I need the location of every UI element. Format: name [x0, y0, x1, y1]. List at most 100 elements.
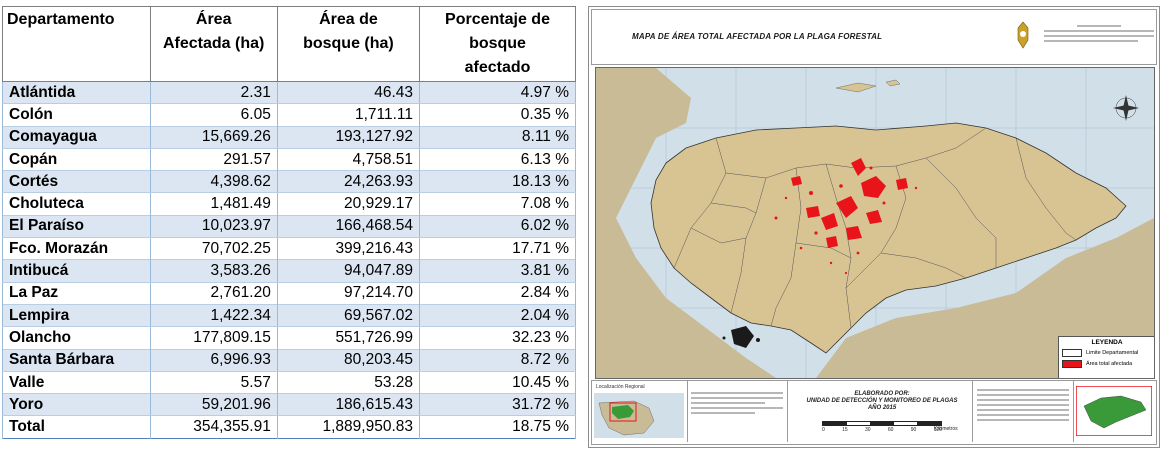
elaborado-line1: ELABORADO POR: [854, 391, 910, 397]
cell-area-bosque: 94,047.89 [276, 259, 421, 283]
table-header-row: Departamento Área Afectada (ha) Área de … [2, 6, 576, 82]
table-row: Lempira 1,422.34 69,567.02 2.04 % [2, 303, 576, 328]
cell-departamento: Intibucá [2, 259, 151, 283]
map-sheet: MAPA DE ÁREA TOTAL AFECTADA POR LA PLAGA… [588, 6, 1160, 448]
table-row: Copán 291.57 4,758.51 6.13 % [2, 148, 576, 171]
cell-porcentaje: 31.72 % [419, 393, 576, 417]
table-row: El Paraíso 10,023.97 166,468.54 6.02 % [2, 214, 576, 239]
scale-tick: 15 [842, 427, 848, 433]
honduras-overview-map [1076, 386, 1152, 436]
neighbor-land-southwest [596, 218, 776, 378]
cell-area-bosque: 97,214.70 [276, 282, 421, 305]
scale-tick: 30 [864, 427, 871, 433]
table-row: Santa Bárbara 6,996.93 80,203.45 8.72 % [2, 348, 576, 372]
cell-area-bosque: 53.28 [276, 371, 421, 394]
map-title: MAPA DE ÁREA TOTAL AFECTADA POR LA PLAGA… [632, 32, 883, 41]
header-porcentaje: Porcentaje de bosque afectado [419, 6, 576, 82]
map-header: MAPA DE ÁREA TOTAL AFECTADA POR LA PLAGA… [591, 9, 1157, 65]
cell-porcentaje: 10.45 % [419, 371, 576, 394]
table-row: Comayagua 15,669.26 193,127.92 8.11 % [2, 125, 576, 149]
institution-text-block [1044, 22, 1154, 45]
cell-area-bosque: 80,203.45 [276, 348, 421, 372]
legend-swatch-afectada [1062, 360, 1082, 368]
cell-area-bosque: 186,615.43 [276, 393, 421, 417]
cell-departamento: Valle [2, 371, 151, 394]
scale-bar [822, 421, 942, 426]
header-area-bosque-line1: Área de [319, 11, 378, 28]
header-area-afectada-line2: Afectada (ha) [163, 35, 265, 52]
map-footer: Localización Regional ELABORADO POR: UNI… [591, 380, 1157, 445]
southern-cluster [722, 326, 760, 348]
cell-departamento: El Paraíso [2, 214, 151, 239]
header-porcentaje-line1: Porcentaje de [445, 11, 550, 28]
header-area-afectada: Área Afectada (ha) [149, 6, 278, 82]
map-legend: LEYENDA Limite Departamental Área total … [1058, 336, 1154, 378]
cell-area-bosque: 193,127.92 [276, 125, 421, 149]
cell-area-afectada: 1,422.34 [149, 303, 278, 328]
elaborado-line2: UNIDAD DE DETECCIÓN Y MONITOREO DE PLAGA… [806, 398, 958, 404]
table-total-row: Total 354,355.91 1,889,950.83 18.75 % [2, 415, 576, 439]
cell-area-afectada: 2,761.20 [149, 282, 278, 305]
table-row: La Paz 2,761.20 97,214.70 2.84 % [2, 282, 576, 305]
cell-porcentaje: 18.75 % [419, 415, 576, 439]
cell-area-afectada: 177,809.15 [149, 326, 278, 350]
legend-title: LEYENDA [1091, 339, 1123, 346]
table-row: Choluteca 1,481.49 20,929.17 7.08 % [2, 192, 576, 216]
cell-area-bosque: 551,726.99 [276, 326, 421, 350]
honduras-map [596, 68, 1154, 378]
cell-area-afectada: 70,702.25 [149, 237, 278, 260]
header-departamento: Departamento [2, 6, 151, 82]
cell-departamento: Santa Bárbara [2, 348, 151, 372]
cell-departamento: Total [2, 415, 151, 439]
neighbor-land-west [596, 68, 691, 228]
cell-porcentaje: 17.71 % [419, 237, 576, 260]
affected-area-clusters [774, 158, 918, 275]
location-title: Localización Regional [596, 384, 645, 390]
cell-area-bosque: 69,567.02 [276, 303, 421, 328]
bay-island-small [885, 79, 901, 87]
cell-area-bosque: 20,929.17 [276, 192, 421, 216]
cell-porcentaje: 8.11 % [419, 125, 576, 149]
cell-area-afectada: 5.57 [149, 371, 278, 394]
cell-porcentaje: 32.23 % [419, 326, 576, 350]
cell-departamento: Atlántida [2, 80, 151, 105]
cell-departamento: Cortés [2, 170, 151, 194]
table-row: Cortés 4,398.62 24,263.93 18.13 % [2, 170, 576, 194]
cell-area-afectada: 354,355.91 [149, 415, 278, 439]
cell-departamento: Comayagua [2, 125, 151, 149]
table-row: Atlántida 2.31 46.43 4.97 % [2, 80, 576, 105]
cell-area-afectada: 6,996.93 [149, 348, 278, 372]
header-area-bosque-line2: bosque (ha) [303, 35, 394, 52]
cell-porcentaje: 8.72 % [419, 348, 576, 372]
cell-area-afectada: 10,023.97 [149, 214, 278, 239]
cell-area-bosque: 1,889,950.83 [276, 415, 421, 439]
bay-islands [835, 82, 877, 93]
cell-porcentaje: 6.02 % [419, 214, 576, 239]
cell-porcentaje: 18.13 % [419, 170, 576, 194]
cell-area-afectada: 3,583.26 [149, 259, 278, 283]
cell-departamento: La Paz [2, 282, 151, 305]
elaborado-block: ELABORADO POR: UNIDAD DE DETECCIÓN Y MON… [792, 391, 972, 412]
table-row: Olancho 177,809.15 551,726.99 32.23 % [2, 326, 576, 350]
regional-location-map [594, 393, 684, 438]
cell-departamento: Copán [2, 148, 151, 171]
cell-porcentaje: 2.84 % [419, 282, 576, 305]
legend-item-afectada: Área total afectada [1062, 360, 1154, 368]
footer-notes-lines [687, 381, 787, 425]
cell-area-afectada: 4,398.62 [149, 170, 278, 194]
legend-swatch-limite [1062, 349, 1082, 357]
table-row: Valle 5.57 53.28 10.45 % [2, 371, 576, 394]
elaborado-line3: AÑO 2015 [867, 405, 897, 411]
cell-area-afectada: 6.05 [149, 103, 278, 127]
footer-notes-cell [687, 381, 788, 442]
cell-area-afectada: 291.57 [149, 148, 278, 171]
scale-tick: 60 [887, 427, 894, 433]
cell-departamento: Olancho [2, 326, 151, 350]
scale-tick: 90 [910, 427, 917, 433]
header-area-bosque: Área de bosque (ha) [276, 6, 421, 82]
legend-label-afectada: Área total afectada [1086, 361, 1133, 367]
table-row: Colón 6.05 1,711.11 0.35 % [2, 103, 576, 127]
table-body: Atlántida 2.31 46.43 4.97 % Colón 6.05 1,711.1… [2, 80, 576, 439]
north-arrow-icon [1113, 95, 1139, 121]
scale-labels: 0 15 30 60 90 120 [822, 427, 942, 433]
